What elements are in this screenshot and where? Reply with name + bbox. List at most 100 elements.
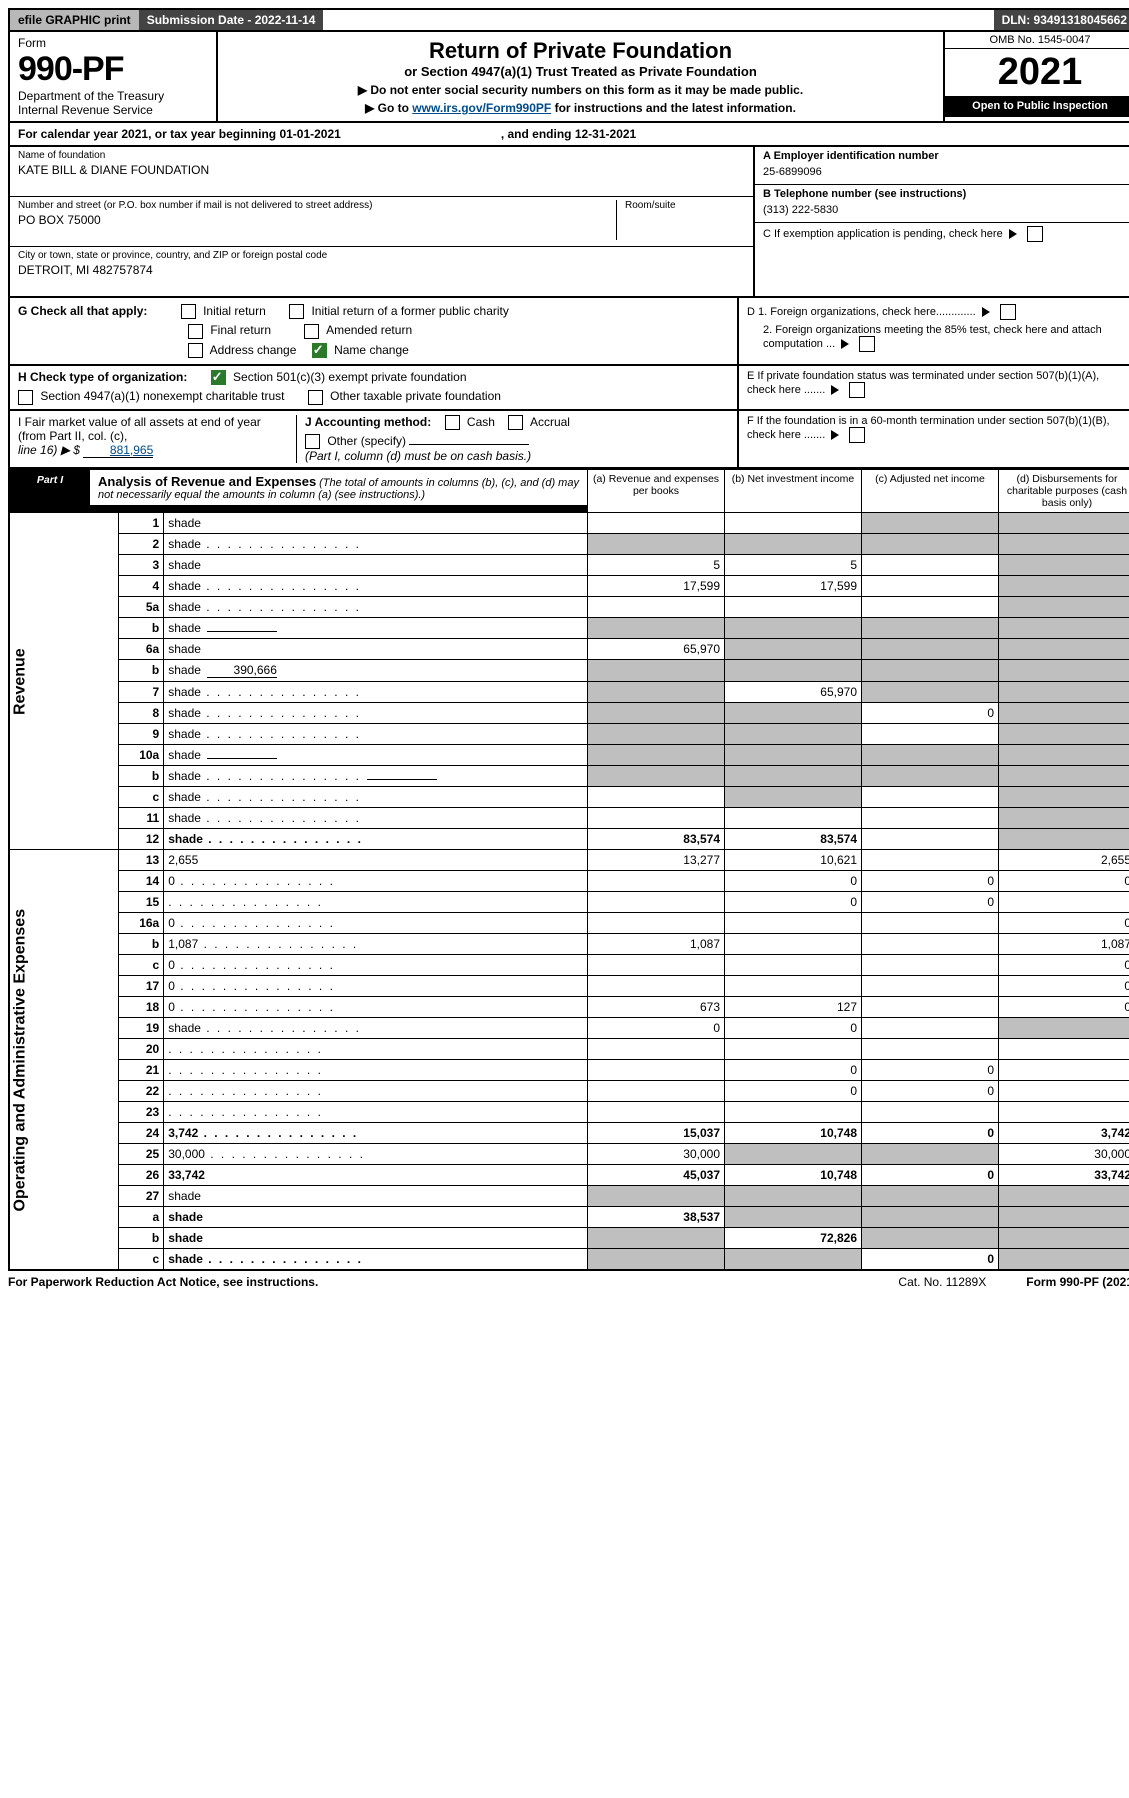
table-cell: 0 <box>999 997 1129 1018</box>
table-cell <box>725 1207 862 1228</box>
d1-row: D 1. Foreign organizations, check here..… <box>747 304 1127 320</box>
table-cell <box>862 534 999 555</box>
table-cell <box>588 1060 725 1081</box>
table-cell: 0 <box>862 1060 999 1081</box>
row-number: 6a <box>119 639 164 660</box>
d2-checkbox[interactable] <box>859 336 875 352</box>
table-cell <box>999 1207 1129 1228</box>
table-cell <box>999 724 1129 745</box>
s4947-label: Section 4947(a)(1) nonexempt charitable … <box>40 389 284 403</box>
i-label: I Fair market value of all assets at end… <box>18 415 261 443</box>
row-number: 17 <box>119 976 164 997</box>
table-cell <box>725 934 862 955</box>
table-cell: 0 <box>725 1018 862 1039</box>
i-section: I Fair market value of all assets at end… <box>18 415 297 464</box>
table-cell <box>862 745 999 766</box>
amended-return-checkbox[interactable] <box>304 324 319 339</box>
table-cell: 0 <box>725 871 862 892</box>
table-row: bshade390,666 <box>9 660 1129 682</box>
d2-row: 2. Foreign organizations meeting the 85%… <box>747 324 1127 352</box>
table-cell <box>862 1228 999 1249</box>
omb-number: OMB No. 1545-0047 <box>945 32 1129 49</box>
row-number: 1 <box>119 513 164 534</box>
table-cell <box>588 724 725 745</box>
instr2-post: for instructions and the latest informat… <box>555 101 796 115</box>
irs-link[interactable]: www.irs.gov/Form990PF <box>412 101 551 115</box>
table-row: 2200 <box>9 1081 1129 1102</box>
cal-year-ending: , and ending 12-31-2021 <box>501 127 636 141</box>
other-tax-checkbox[interactable] <box>308 390 323 405</box>
form-title: Return of Private Foundation <box>226 38 935 64</box>
inline-value <box>207 758 277 759</box>
table-cell <box>999 703 1129 724</box>
row-desc: 0 <box>164 976 588 997</box>
row-number: b <box>119 660 164 682</box>
table-cell <box>862 724 999 745</box>
row-number: 5a <box>119 597 164 618</box>
table-cell <box>862 934 999 955</box>
cash-checkbox[interactable] <box>445 415 460 430</box>
table-cell <box>725 913 862 934</box>
table-cell <box>588 871 725 892</box>
entity-info-grid: Name of foundation KATE BILL & DIANE FOU… <box>8 147 1129 298</box>
initial-former-checkbox[interactable] <box>289 304 304 319</box>
e-label: E If private foundation status was termi… <box>747 370 1099 396</box>
addr-label: Number and street (or P.O. box number if… <box>18 200 608 211</box>
table-row: b1,0871,0871,087 <box>9 934 1129 955</box>
table-cell <box>588 682 725 703</box>
table-row: 2100 <box>9 1060 1129 1081</box>
row-number: 12 <box>119 829 164 850</box>
j-section: J Accounting method: Cash Accrual Other … <box>297 415 729 464</box>
s501-checkbox[interactable] <box>211 370 226 385</box>
table-cell: 0 <box>862 1081 999 1102</box>
table-cell <box>588 892 725 913</box>
final-return-checkbox[interactable] <box>188 324 203 339</box>
table-cell <box>725 976 862 997</box>
table-cell <box>862 555 999 576</box>
table-cell <box>725 724 862 745</box>
form-word: Form <box>18 36 208 50</box>
col-b-header: (b) Net investment income <box>725 470 862 513</box>
table-cell <box>588 1228 725 1249</box>
name-change-checkbox[interactable] <box>312 343 327 358</box>
table-cell <box>588 745 725 766</box>
e-checkbox[interactable] <box>849 382 865 398</box>
table-cell <box>862 660 999 682</box>
phone-value: (313) 222-5830 <box>763 204 1127 216</box>
table-cell <box>862 1018 999 1039</box>
table-cell <box>725 534 862 555</box>
table-cell: 127 <box>725 997 862 1018</box>
row-desc: 0 <box>164 871 588 892</box>
arrow-icon <box>831 430 839 440</box>
d1-checkbox[interactable] <box>1000 304 1016 320</box>
row-desc: 0 <box>164 913 588 934</box>
table-row: 12shade83,57483,574 <box>9 829 1129 850</box>
address-change-checkbox[interactable] <box>188 343 203 358</box>
table-cell <box>588 787 725 808</box>
arrow-icon <box>1009 229 1017 239</box>
table-cell: 15,037 <box>588 1123 725 1144</box>
row-desc: shade <box>164 682 588 703</box>
table-cell <box>862 1207 999 1228</box>
initial-return-checkbox[interactable] <box>181 304 196 319</box>
table-cell <box>999 639 1129 660</box>
row-number: 3 <box>119 555 164 576</box>
row-desc: shade <box>164 829 588 850</box>
table-cell <box>725 745 862 766</box>
table-cell <box>999 618 1129 639</box>
table-row: 7shade65,970 <box>9 682 1129 703</box>
topbar-spacer <box>323 10 993 30</box>
arrow-icon <box>982 307 990 317</box>
c-checkbox[interactable] <box>1027 226 1043 242</box>
d2-label: 2. Foreign organizations meeting the 85%… <box>763 324 1102 350</box>
fmv-value[interactable]: 881,965 <box>83 443 153 458</box>
s4947-checkbox[interactable] <box>18 390 33 405</box>
accrual-checkbox[interactable] <box>508 415 523 430</box>
table-row: 20 <box>9 1039 1129 1060</box>
other-method-checkbox[interactable] <box>305 434 320 449</box>
table-cell <box>588 1081 725 1102</box>
f-checkbox[interactable] <box>849 427 865 443</box>
table-cell: 1,087 <box>999 934 1129 955</box>
row-desc: shade <box>164 808 588 829</box>
name-change-label: Name change <box>334 343 409 357</box>
